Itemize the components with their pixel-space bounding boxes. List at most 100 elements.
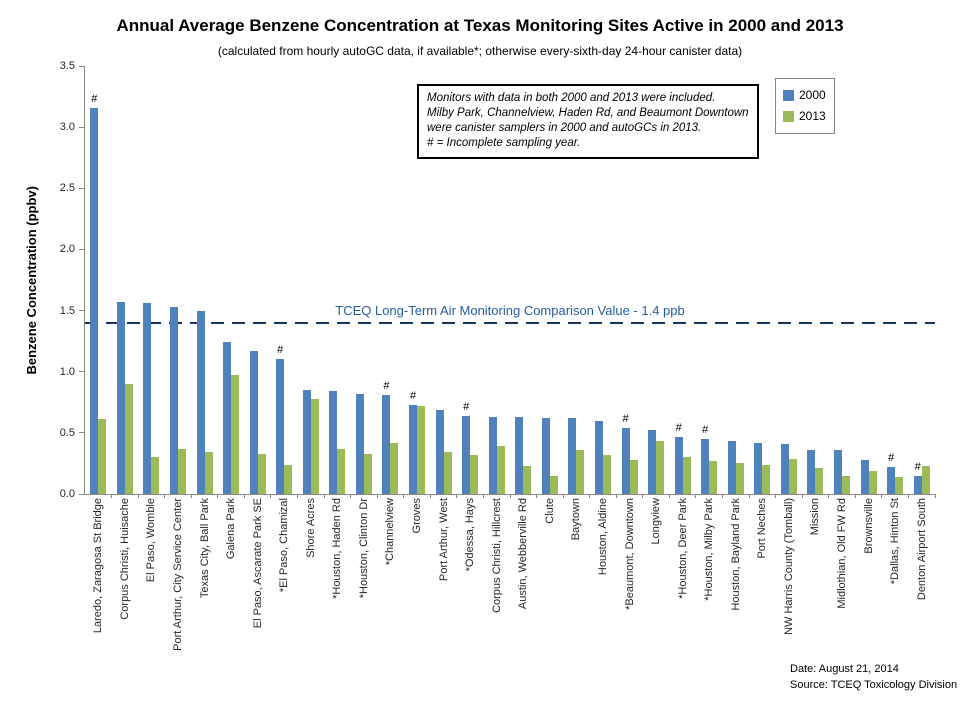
x-axis-label: El Paso, Womble [138,498,165,666]
x-axis-label: Austin, Webberville Rd [510,498,537,666]
x-axis-label: Baytown [563,498,590,666]
incomplete-marker: # [409,390,417,402]
bar-group [855,66,882,494]
reference-line [85,322,935,324]
bar-group [483,66,510,494]
y-axis-line [84,66,85,495]
x-axis-label-text: *Channelview [384,498,397,566]
bar-group: # [882,66,909,494]
x-axis-label: Mission [802,498,829,666]
x-axis-label-text: *Odessa, Hays [464,498,477,572]
bar-2013 [257,454,266,494]
bar-2000 [143,303,152,494]
bar-2013 [656,441,665,494]
x-axis-label: Clute [537,498,564,666]
x-axis-label-text: Galena Park [225,498,238,560]
y-axis-tick [79,493,84,495]
x-axis-tick [615,494,617,498]
x-axis-tick [297,494,298,498]
bar-2013 [363,454,372,494]
x-axis-label-text: *Dallas, Hinton St [889,498,902,585]
x-axis-label-text: Austin, Webberville Rd [517,498,530,610]
bar-2000 [807,450,816,494]
x-axis-label-text: Laredo, Zaragosa St Bridge [92,498,105,634]
incomplete-marker: # [888,452,895,464]
x-axis-label-text: Corpus Christi, Hillcrest [490,498,503,613]
x-axis-label: Laredo, Zaragosa St Bridge [85,498,112,666]
x-axis-tick [695,494,697,498]
bar-group [776,66,803,494]
x-axis-tick [668,494,670,498]
bar-group [537,66,564,494]
bar-group [298,66,325,494]
x-axis-tick [190,494,192,498]
x-axis-label: *Houston, Haden Rd [324,498,351,666]
x-axis-label-text: *Houston, Clinton Dr [357,498,370,599]
bar-2013 [390,443,399,494]
x-axis-label-text: Midlothian, Old FW Rd [836,498,849,609]
x-axis-label: Brownsville [855,498,882,666]
bar-2000 [648,430,657,494]
x-axis-label: *Houston, Clinton Dr [351,498,378,666]
x-axis-tick [509,494,511,498]
x-axis-tick [881,494,883,498]
x-axis-tick [562,494,564,498]
note-line: Monitors with data in both 2000 and 2013… [427,92,716,104]
x-axis-tick [642,494,644,498]
footer-date: Date: August 21, 2014 [790,663,899,675]
x-axis-label: Port Neches [749,498,776,666]
bar-2000 [913,476,922,494]
x-axis-label: *El Paso, Chamizal [271,498,298,666]
y-axis-tick-label: 0.0 [59,488,75,500]
y-axis-tick-label: 1.0 [59,365,75,378]
x-axis-label-text: NW Harris County (Tomball) [782,498,795,635]
x-axis-tick [323,494,325,498]
x-axis-tick [376,494,378,498]
x-axis-label: *Odessa, Hays [457,498,484,666]
bar-2013 [284,465,293,494]
bar-2000 [860,460,869,494]
x-axis-label-text: Houston, Bayland Park [729,498,742,611]
y-axis-tick [79,371,84,373]
legend: 2000 2013 [775,78,835,134]
note-box: Monitors with data in both 2000 and 2013… [417,84,759,159]
bar-2000 [276,359,285,494]
x-axis-label-text: Baytown [570,498,583,541]
y-axis-tick [79,187,84,189]
y-axis-title: Benzene Concentration (ppbv) [20,66,42,494]
bar-2013 [337,449,346,494]
x-axis-label: Galena Park [218,498,245,666]
bar-2000 [541,418,550,494]
bar-group: # [377,66,404,494]
x-axis-label-text: *El Paso, Chamizal [278,498,291,593]
bar-2000 [223,342,232,494]
x-axis-tick [456,494,458,498]
incomplete-marker: # [383,380,390,392]
x-axis-label: Texas City, Ball Park [191,498,218,666]
note-line: Milby Park, Channelview, Haden Rd, and B… [427,107,749,119]
y-axis-tick-label: 3.0 [59,121,75,134]
x-axis-label: Shore Acres [298,498,325,666]
bar-2013 [895,477,904,494]
bar-2000 [169,307,178,494]
y-axis-tick-label: 2.5 [59,182,75,195]
x-axis-tick [270,494,272,498]
bar-group [191,66,218,494]
x-axis-tick [775,494,777,498]
bar-group [829,66,856,494]
bar-2013 [549,476,558,494]
y-axis-tick [79,65,84,67]
x-axis-label: *Channelview [377,498,404,666]
incomplete-marker: # [702,424,709,436]
bar-group [218,66,245,494]
x-axis-label-text: Groves [411,498,424,534]
bar-2000 [196,311,205,494]
bar-group [590,66,617,494]
bar-group: # [271,66,298,494]
bar-2000 [887,467,896,494]
x-axis-tick [536,494,538,498]
bar-2013 [682,457,691,494]
bar-2000 [382,395,391,494]
x-axis-tick [403,494,405,498]
incomplete-marker: # [277,344,284,356]
